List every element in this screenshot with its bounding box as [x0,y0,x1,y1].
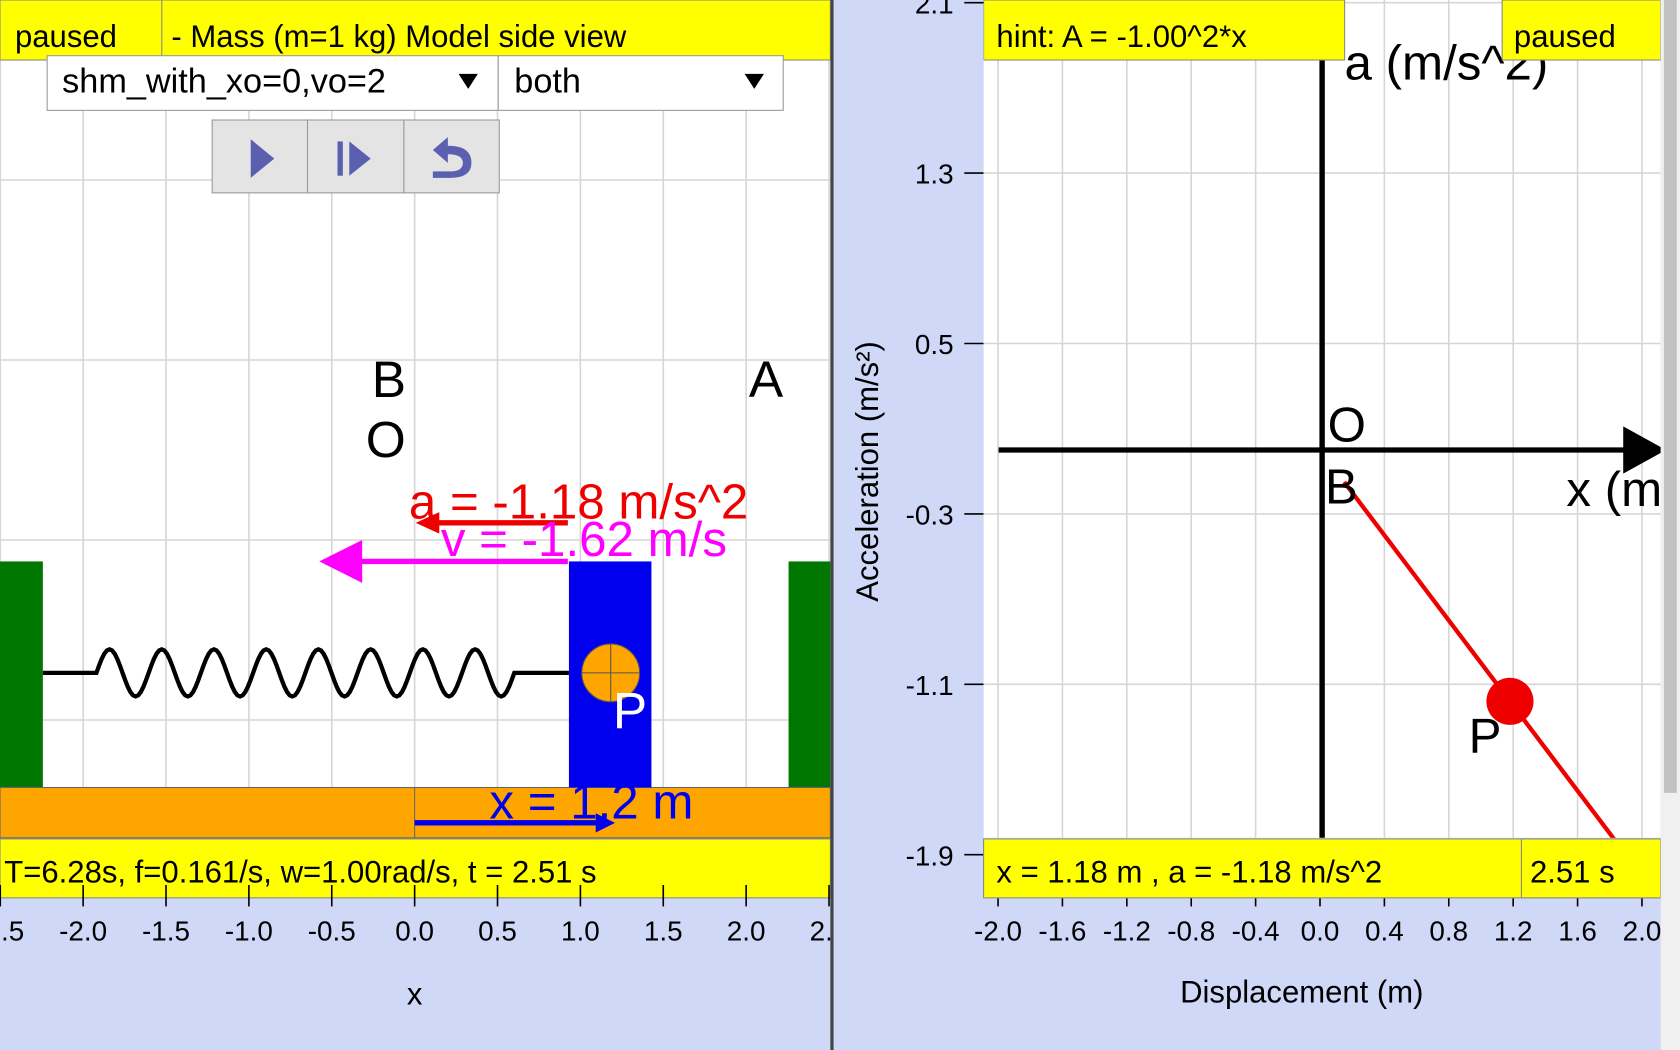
left-panel: paused - Mass (m=1 kg) Model side view s… [0,0,849,1012]
spring [42,646,569,699]
x-axis-arrowhead [1623,426,1661,474]
hint: hint: A = -1.00^2*x [996,19,1247,54]
status-box [0,0,163,61]
y-tick-label: 2.1 [915,0,954,19]
x-tick-label: 0.8 [1429,916,1468,947]
x-axis-label: Displacement (m) [1180,974,1423,1009]
label-o: O [1328,398,1366,453]
dropdown-text[interactable]: shm_with_xo=0,vo=2 [62,63,386,101]
label-b: B [372,350,406,408]
readout: x = 1.18 m , a = -1.18 m/s^2 [996,854,1382,889]
x-axis-title: x (m) [1566,462,1678,517]
right-grid [983,0,1661,838]
x-axis-label: x [407,977,423,1012]
dropdown-box[interactable] [46,55,499,111]
x-tick-label: 0.5 [478,916,517,947]
x-tick-label: 1.0 [561,916,600,947]
x-tick-label: -0.5 [308,916,356,947]
x-tick-label: 1.2 [1494,916,1533,947]
dropdown-text[interactable]: both [514,63,581,101]
displacement-arrowhead [595,813,615,833]
right-wall [788,561,831,788]
reset-button[interactable] [403,119,500,194]
dropdown-box[interactable] [497,55,784,111]
velocity-arrowhead [319,540,363,583]
y-tick-label: 0.5 [915,329,954,360]
x-tick-label: 1.5 [644,916,683,947]
x-tick-label: -1.0 [225,916,273,947]
dropdown-arrow[interactable] [458,73,478,89]
x-tick-label: 2.5 [810,916,849,947]
divider [830,0,834,1050]
y-tick-label: 1.3 [915,159,954,190]
y-axis-label: Acceleration (m/s²) [850,341,885,602]
x-tick-label: 0.0 [1301,916,1340,947]
button[interactable] [403,119,500,194]
right-ticks: -2.0 -1.6 -1.2 -0.8 -0.4 0.0 0.4 0.8 1.2 1.6 2.0 2.… [906,0,1662,947]
x-tick-label: -0.8 [1167,916,1215,947]
dropdown[interactable]: shm_with_xo=0,vo=2 [46,55,499,111]
play-button[interactable] [211,119,309,194]
x-tick-label: -1.2 [1103,916,1151,947]
x-tick-label: 2.0 [727,916,766,947]
status: paused [1514,19,1616,54]
step-icon[interactable] [337,141,343,176]
time-box [1520,838,1662,899]
phase-point [1486,677,1534,725]
x-tick-label: 1.6 [1558,916,1597,947]
label-p: P [613,681,647,739]
acceleration-arrowhead [415,512,440,534]
step-button[interactable] [306,119,405,194]
y-tick-label: -1.1 [906,670,954,701]
y-tick-label: -1.9 [906,840,954,871]
x-tick-label: -0.4 [1232,916,1280,947]
velocity-label: v = -1.62 m/s [441,512,727,567]
dropdown[interactable]: both [497,55,784,111]
status: paused [15,19,117,54]
dropdown-arrow[interactable] [744,73,764,89]
x-tick-label: 0.0 [395,916,434,947]
info: T=6.28s, f=0.161/s, w=1.00rad/s, t = 2.5… [4,854,596,889]
x-tick-label: 2.0 [1623,916,1662,947]
x-tick-label: -2.0 [974,916,1022,947]
hint-box [983,0,1346,61]
y-tick-label: -0.3 [906,499,954,530]
status-box [1501,0,1661,61]
left-x-axis: -2.5 -2.0 -1.5 -1.0 -0.5 0.0 0.5 1.0 1.5 2.0 2.5 [0,885,849,947]
scrollbar-thumb[interactable] [1663,0,1677,793]
panel-title: - Mass (m=1 kg) Model side view [171,19,626,54]
trace-line [1342,480,1616,838]
time: 2.51 s [1530,854,1615,889]
x-tick-label: -2.0 [59,916,107,947]
left-wall [0,561,43,788]
label-o: O [366,410,406,468]
label-a: A [749,350,784,408]
x-tick-label: -1.6 [1038,916,1086,947]
x-tick-label: 0.4 [1365,916,1404,947]
right-plot: a (m/s^2) x (m) O B P hint: A = -1.00^2*… [983,0,1678,838]
play-icon[interactable] [250,139,275,178]
right-axis-ticks: -2.0 -1.6 -1.2 -0.8 -0.4 0.0 0.4 0.8 1.2 1.6 2.0 2.… [906,0,1662,947]
label-p: P [1469,708,1502,763]
x-tick-label: -2.5 [0,916,24,947]
label-b: B [1325,460,1358,515]
step-icon[interactable] [349,141,371,176]
reset-icon[interactable] [432,137,472,178]
x-tick-label: -1.5 [142,916,190,947]
